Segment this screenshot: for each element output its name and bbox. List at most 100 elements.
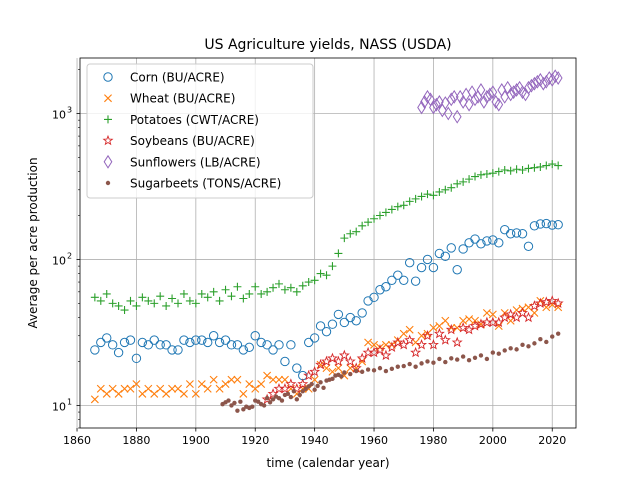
- data-point: [431, 360, 436, 365]
- data-point: [520, 342, 525, 348]
- data-point: [484, 356, 490, 362]
- data-point: [550, 69, 560, 84]
- data-point: [432, 97, 441, 112]
- data-point: [443, 359, 448, 365]
- data-point: [548, 160, 557, 169]
- data-point: [132, 380, 141, 389]
- data-point: [472, 355, 478, 360]
- data-point: [232, 340, 243, 350]
- data-point: [309, 381, 314, 387]
- data-point: [429, 191, 438, 200]
- data-point: [209, 375, 218, 384]
- data-point: [465, 175, 474, 184]
- data-point: [96, 296, 105, 305]
- data-point: [235, 408, 240, 413]
- legend-label: Wheat (BU/ACRE): [130, 92, 235, 106]
- x-tick-label: 1880: [122, 434, 150, 447]
- data-point: [208, 331, 219, 341]
- data-point: [288, 394, 294, 400]
- data-point: [427, 339, 439, 350]
- data-point: [126, 296, 135, 305]
- data-point: [417, 100, 426, 115]
- data-point: [191, 299, 200, 308]
- data-point: [269, 375, 278, 384]
- data-point: [221, 380, 230, 389]
- data-point: [345, 312, 355, 323]
- data-point: [517, 229, 528, 239]
- data-point: [315, 358, 327, 370]
- data-point: [250, 404, 255, 409]
- data-point: [423, 190, 432, 199]
- legend-marker: [104, 115, 112, 124]
- data-point: [269, 283, 278, 292]
- data-point: [370, 340, 379, 349]
- data-point: [381, 340, 390, 349]
- data-point: [346, 364, 355, 373]
- data-point: [352, 227, 361, 236]
- data-point: [90, 293, 99, 302]
- data-point: [392, 336, 404, 348]
- series-2: [90, 160, 563, 315]
- data-point: [505, 229, 516, 239]
- data-point: [285, 378, 297, 389]
- data-point: [179, 389, 188, 398]
- data-point: [286, 340, 296, 350]
- data-point: [458, 244, 468, 254]
- y-tick-exponent: 3: [67, 105, 72, 114]
- data-point: [532, 74, 542, 89]
- data-point: [229, 403, 234, 408]
- data-point: [263, 371, 272, 380]
- data-point: [365, 367, 371, 372]
- data-point: [279, 398, 285, 403]
- data-point: [527, 78, 536, 93]
- data-point: [197, 380, 206, 389]
- data-point: [466, 358, 472, 363]
- data-point: [471, 172, 480, 181]
- data-point: [387, 205, 396, 214]
- x-tick-label: 1900: [182, 434, 210, 447]
- data-point: [407, 361, 412, 367]
- data-point: [464, 97, 474, 112]
- data-point: [488, 235, 498, 245]
- data-point: [338, 349, 350, 361]
- data-point: [369, 292, 379, 303]
- data-point: [298, 281, 307, 290]
- data-point: [321, 355, 333, 367]
- data-point: [465, 315, 474, 324]
- data-point: [416, 339, 428, 350]
- data-point: [541, 218, 551, 229]
- data-point: [476, 239, 486, 249]
- data-point: [250, 331, 260, 341]
- data-point: [261, 403, 267, 408]
- data-point: [371, 368, 377, 373]
- data-point: [417, 192, 426, 201]
- data-point: [233, 282, 242, 291]
- legend-entry-3: Soybeans (BU/ACRE): [102, 134, 255, 148]
- data-point: [506, 166, 515, 175]
- data-point: [547, 220, 557, 230]
- data-point: [156, 292, 165, 301]
- legend-entry-5: Sugarbeets (TONS/ACRE): [105, 177, 281, 191]
- data-point: [96, 384, 105, 393]
- data-point: [108, 384, 117, 393]
- data-point: [102, 289, 111, 298]
- data-point: [191, 389, 200, 398]
- data-point: [399, 201, 408, 210]
- data-point: [238, 399, 243, 404]
- x-tick-label: 1940: [301, 434, 329, 447]
- data-point: [125, 335, 136, 345]
- data-point: [227, 375, 236, 384]
- data-point: [257, 289, 266, 298]
- data-point: [375, 285, 385, 295]
- data-point: [440, 96, 450, 110]
- data-point: [375, 211, 384, 220]
- data-point: [168, 294, 177, 303]
- data-point: [167, 345, 177, 355]
- data-point: [368, 346, 380, 358]
- chart-title: US Agriculture yields, NASS (USDA): [204, 37, 451, 53]
- data-point: [264, 396, 270, 401]
- data-point: [245, 289, 254, 298]
- data-point: [490, 350, 496, 355]
- data-point: [437, 356, 442, 362]
- data-point: [274, 279, 283, 288]
